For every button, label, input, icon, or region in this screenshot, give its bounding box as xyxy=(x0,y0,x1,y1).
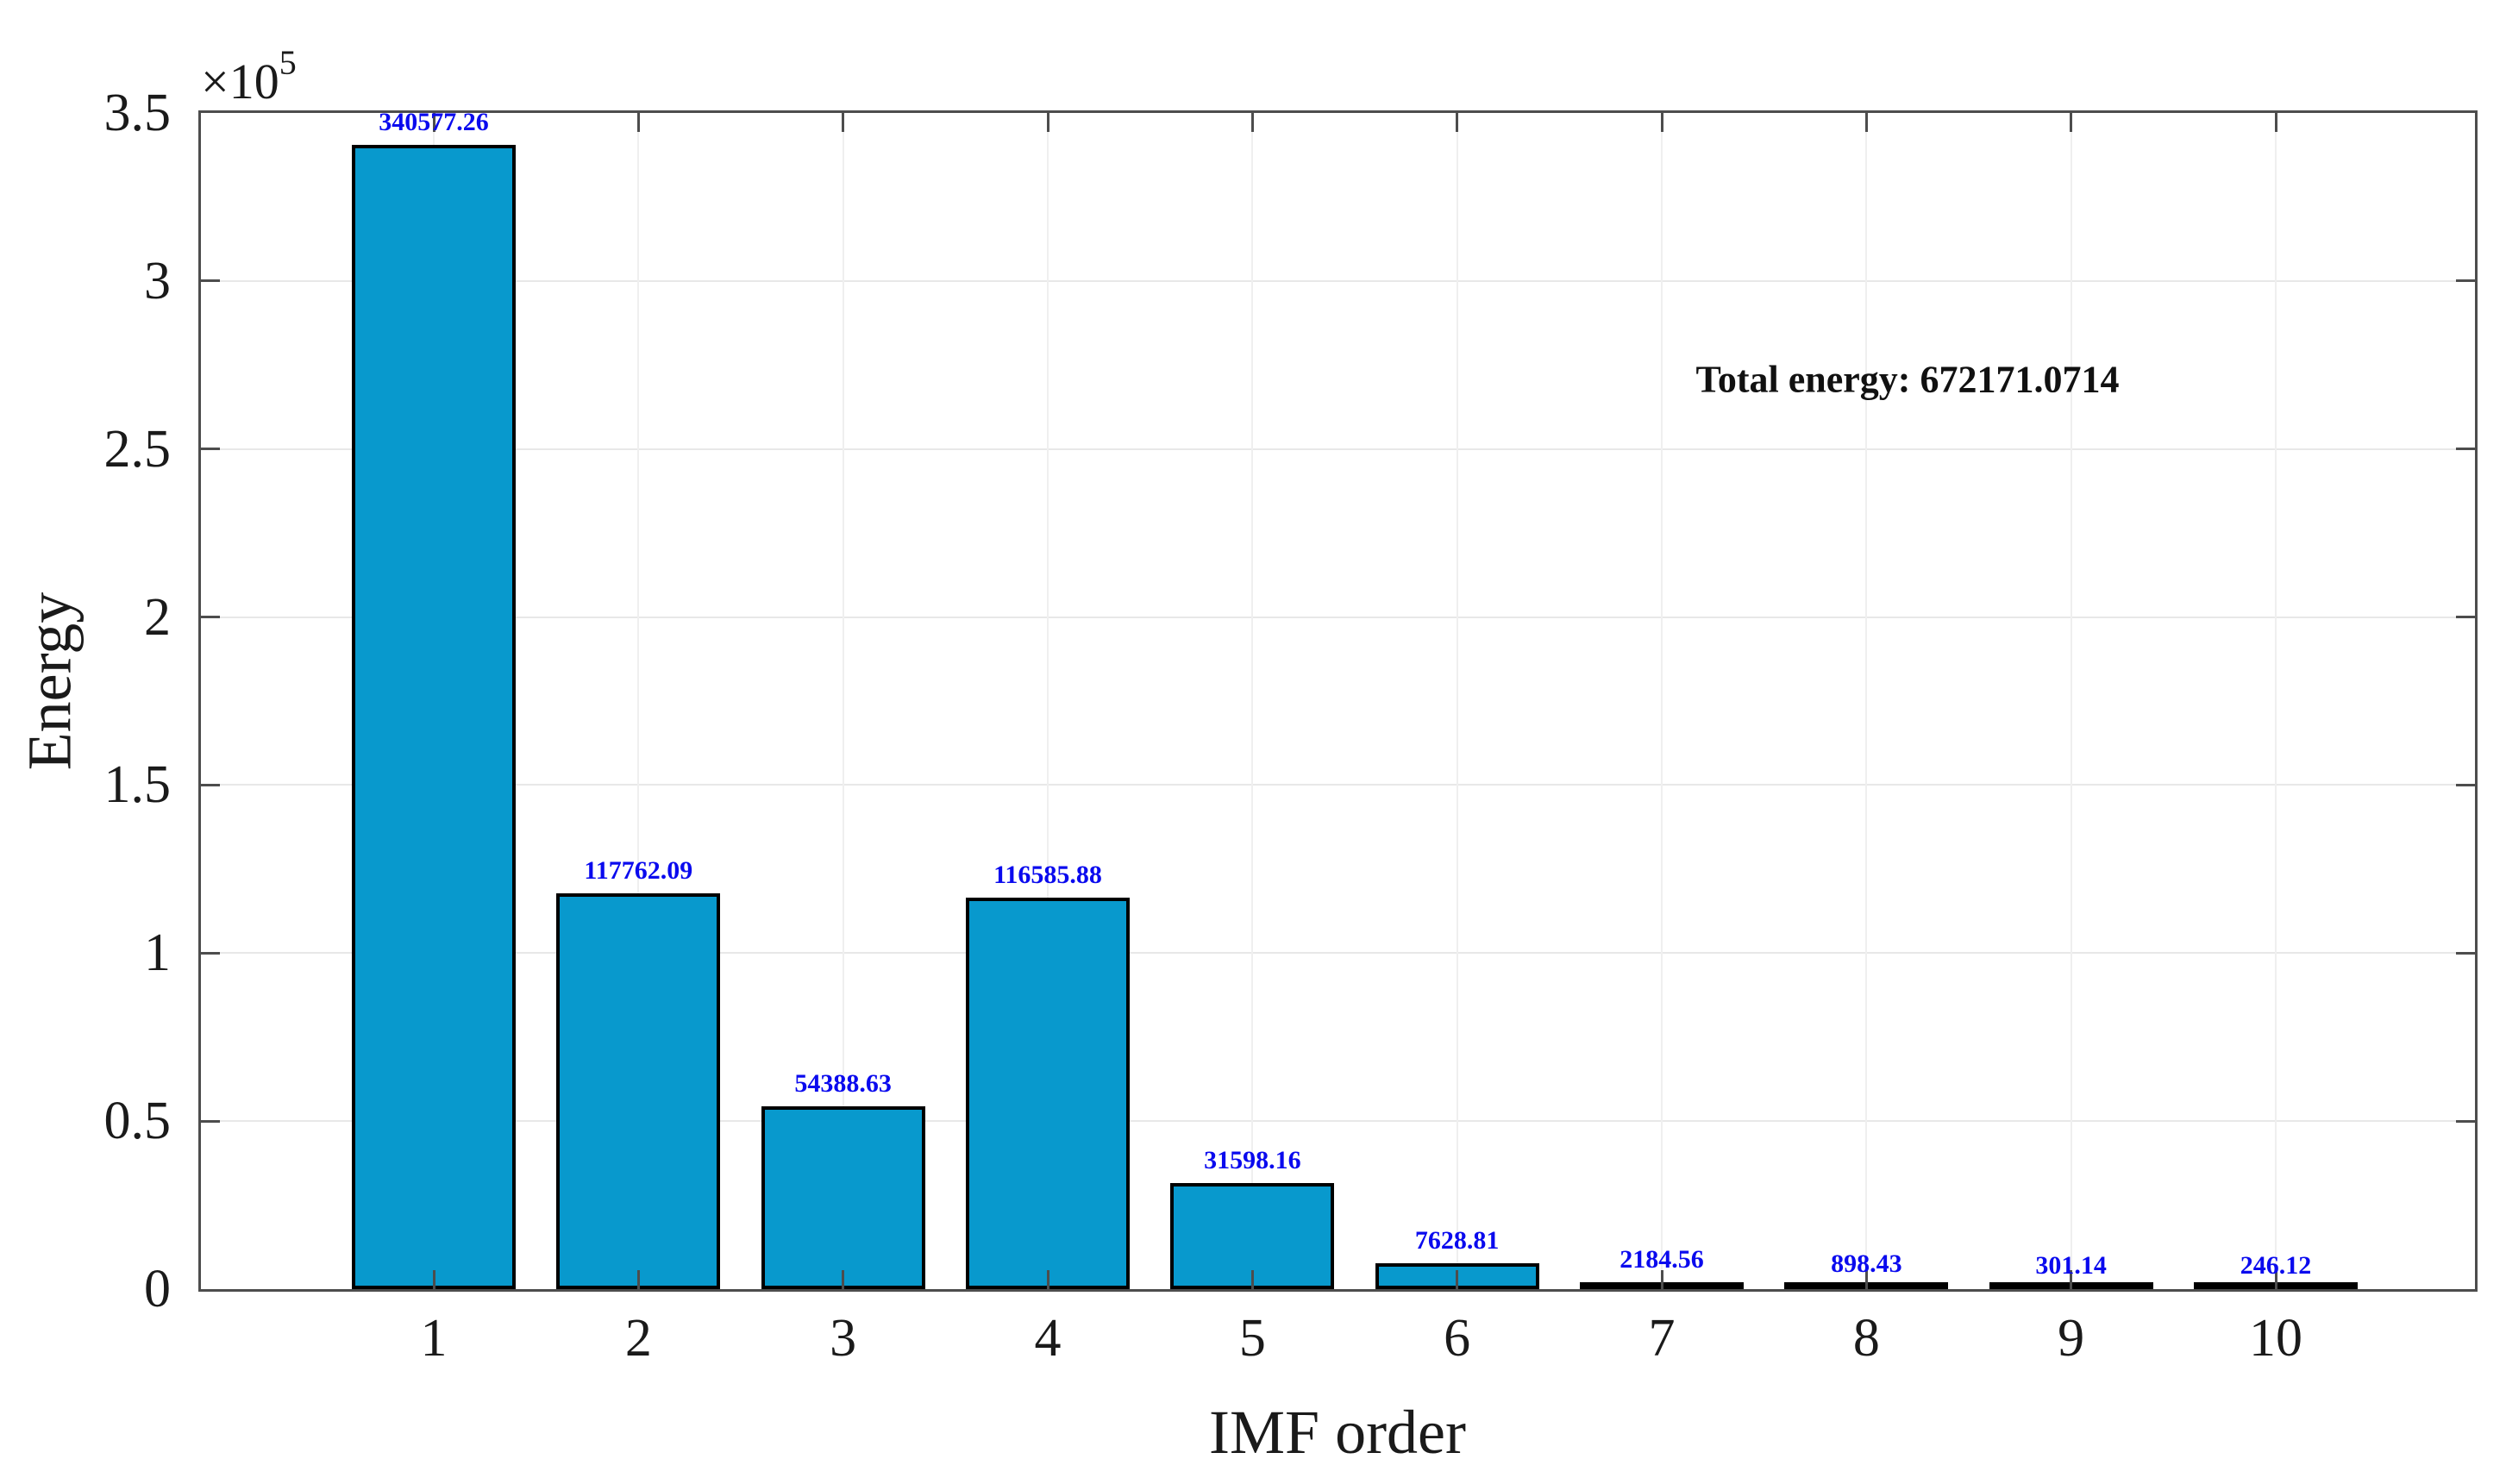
x-tick-label: 4 xyxy=(1034,1309,1062,1368)
x-gridline xyxy=(1865,113,1868,1289)
y-tick-label: 2.5 xyxy=(103,419,172,479)
y-tick-label: 3.5 xyxy=(103,84,172,142)
x-axis-tick-top xyxy=(1864,113,1868,132)
x-axis-tick-top xyxy=(2274,113,2277,132)
x-axis-tick-bottom xyxy=(432,1270,435,1289)
x-gridline xyxy=(1047,113,1049,1289)
bar-value-label: 117762.09 xyxy=(584,856,693,886)
x-axis-tick-bottom xyxy=(842,1270,845,1289)
bar-value-label: 340577.26 xyxy=(379,107,489,136)
y-gridline xyxy=(201,1120,2475,1123)
x-axis-tick-top xyxy=(1456,113,1459,132)
total-energy-annotation: Total energy: 672171.0714 xyxy=(1695,358,2120,401)
y-tick-label: 2 xyxy=(144,587,171,647)
y-axis-tick-right xyxy=(2456,951,2475,955)
y-axis-tick-left xyxy=(201,951,220,955)
y-gridline xyxy=(201,952,2475,955)
y-axis-exponent-multiplier: ×105 xyxy=(201,31,297,114)
x-axis-tick-bottom xyxy=(1864,1270,1868,1289)
bar-value-label: 31598.16 xyxy=(1204,1145,1301,1174)
multiplier-exponent: 5 xyxy=(279,43,297,82)
y-axis-tick-right xyxy=(2456,448,2475,451)
y-tick-label: 0.5 xyxy=(103,1092,172,1151)
x-gridline xyxy=(2070,113,2072,1289)
x-axis-tick-top xyxy=(636,113,640,132)
x-tick-label: 8 xyxy=(1852,1309,1880,1368)
x-gridline xyxy=(1661,113,1663,1289)
bar xyxy=(761,1106,925,1289)
y-tick-label: 0 xyxy=(144,1260,171,1318)
x-axis-tick-top xyxy=(1250,113,1254,132)
x-tick-label: 6 xyxy=(1444,1309,1471,1368)
bar-value-label: 246.12 xyxy=(2240,1251,2312,1280)
bar xyxy=(352,144,516,1289)
y-tick-label: 1.5 xyxy=(103,755,172,815)
y-gridline xyxy=(201,448,2475,450)
y-axis-tick-right xyxy=(2456,1119,2475,1123)
y-gridline xyxy=(201,784,2475,786)
x-axis-tick-bottom xyxy=(2274,1270,2277,1289)
x-axis-tick-bottom xyxy=(2070,1270,2073,1289)
y-axis-tick-right xyxy=(2456,783,2475,786)
x-gridline xyxy=(1456,113,1458,1289)
y-axis-tick-left xyxy=(201,783,220,786)
bar-value-label: 2184.56 xyxy=(1620,1244,1704,1274)
x-gridline xyxy=(2275,113,2277,1289)
x-tick-label: 9 xyxy=(2058,1309,2085,1368)
x-tick-label: 2 xyxy=(624,1309,652,1368)
bar-value-label: 54388.63 xyxy=(794,1069,892,1099)
multiplier-base: ×10 xyxy=(201,53,279,110)
y-axis-tick-left xyxy=(201,448,220,451)
bar-value-label: 116585.88 xyxy=(993,860,1102,889)
x-gridline xyxy=(1251,113,1254,1289)
x-axis-tick-bottom xyxy=(1660,1270,1663,1289)
x-axis-tick-top xyxy=(1046,113,1049,132)
x-tick-label: 3 xyxy=(830,1309,857,1368)
y-tick-label: 1 xyxy=(144,924,171,983)
y-tick-label: 3 xyxy=(144,251,171,310)
x-tick-label: 5 xyxy=(1238,1309,1266,1368)
y-axis-tick-left xyxy=(201,1119,220,1123)
y-gridline xyxy=(201,279,2475,282)
y-axis-tick-left xyxy=(201,616,220,619)
bar-value-label: 7628.81 xyxy=(1414,1226,1500,1255)
x-axis-tick-bottom xyxy=(1046,1270,1049,1289)
x-axis-tick-top xyxy=(432,113,435,132)
x-tick-label: 1 xyxy=(420,1309,448,1368)
y-gridline xyxy=(201,616,2475,618)
bar xyxy=(556,893,721,1289)
y-axis-tick-right xyxy=(2456,616,2475,619)
x-axis-tick-bottom xyxy=(636,1270,640,1289)
x-tick-label: 10 xyxy=(2249,1309,2302,1368)
bar-value-label: 301.14 xyxy=(2035,1250,2107,1280)
bar xyxy=(966,897,1130,1289)
x-tick-label: 7 xyxy=(1648,1309,1676,1368)
x-axis-title: IMF order xyxy=(1209,1398,1466,1467)
plot-area: Total energy: 672171.0714 340577.26 11776… xyxy=(198,107,2478,1292)
x-gridline xyxy=(842,113,844,1289)
x-gridline xyxy=(637,113,640,1289)
x-axis-tick-top xyxy=(2070,113,2073,132)
x-axis-tick-top xyxy=(1660,113,1663,132)
y-axis-tick-right xyxy=(2456,279,2475,283)
x-axis-tick-bottom xyxy=(1250,1270,1254,1289)
x-axis-tick-top xyxy=(842,113,845,132)
y-axis-tick-left xyxy=(201,279,220,283)
x-axis-tick-bottom xyxy=(1456,1270,1459,1289)
bar-value-label: 898.43 xyxy=(1831,1249,1902,1278)
